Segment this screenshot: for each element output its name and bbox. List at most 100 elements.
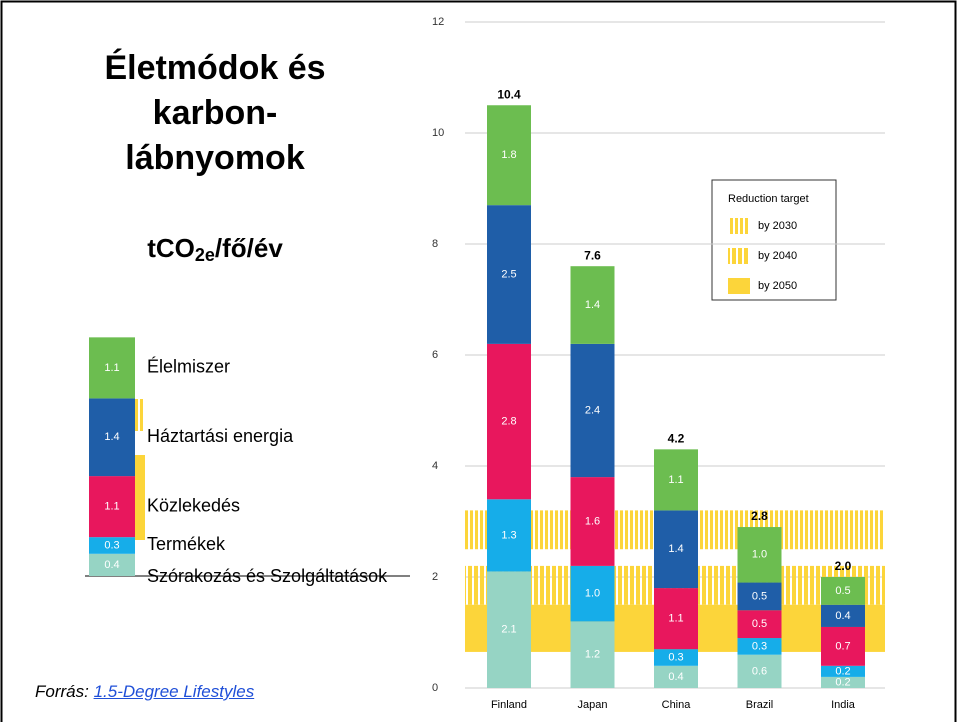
category-name: Élelmiszer [147,357,230,377]
category-name: Közlekedés [147,495,240,515]
bar-segment [821,604,865,627]
category-name: Szórakozás és Szolgáltatások [147,566,388,586]
example-segment [89,537,135,554]
deco-band [135,399,143,431]
bar-segment [570,477,615,566]
bar-segment [487,343,531,500]
bar-segment [570,266,615,344]
segment-label: 1.1 [668,474,683,486]
segment-label: 0.4 [835,610,850,622]
y-tick-label: 2 [432,571,438,583]
segment-label: 2.8 [501,416,516,428]
category-name: Háztartási energia [147,426,294,446]
example-segment [89,553,135,576]
bar-segment [821,626,865,666]
bar-segment [737,610,782,639]
y-tick-label: 0 [432,682,438,694]
total-label: 2.8 [751,509,768,523]
unit-rest: /fő/év [215,233,283,263]
unit: tCO2e/fő/év [147,233,283,265]
x-tick-label: Brazil [746,699,774,711]
x-tick-label: India [831,699,856,711]
legend-label: by 2030 [758,220,797,232]
segment-label: 0.2 [835,676,850,688]
segment-label: 0.5 [752,618,767,630]
segment-label: 1.1 [668,613,683,625]
bar-segment [487,105,531,206]
segment-label: 1.0 [585,588,600,600]
bar-segment [654,588,698,650]
bar-segment [487,205,531,344]
legend-label: by 2040 [758,250,797,262]
deco-band [135,455,145,540]
unit-main: tCO [147,233,195,263]
bar-segment [487,499,531,572]
bar-segment [737,638,782,655]
title-line: Életmódok és [104,49,325,87]
segment-label: 2.5 [501,268,516,280]
legend-swatch [728,248,750,264]
y-tick-label: 8 [432,238,438,250]
example-label: 1.1 [104,501,119,513]
title-line: lábnyomok [125,139,305,177]
bar-segment [654,449,698,511]
segment-label: 0.7 [835,640,850,652]
segment-label: 0.6 [752,665,767,677]
bar-segment [654,649,698,666]
bar-segment [570,565,615,622]
total-label: 10.4 [497,87,521,101]
legend-box [711,179,837,301]
segment-label: 0.3 [752,640,767,652]
segment-label: 0.2 [835,665,850,677]
total-label: 4.2 [668,432,685,446]
segment-label: 1.3 [501,529,516,541]
bar-segment [737,654,782,688]
y-tick-label: 4 [432,460,438,472]
bar-segment [654,510,698,589]
bar-segment [737,527,782,583]
title-line: karbon- [153,94,278,132]
source: Forrás: 1.5-Degree Lifestyles [35,682,254,702]
unit-sub: 2e [195,245,215,265]
bar-segment [821,665,865,677]
example-segment [89,398,135,477]
legend-label: by 2050 [758,280,797,292]
source-link[interactable]: 1.5-Degree Lifestyles [93,682,255,701]
y-tick-label: 12 [432,16,444,28]
category-name: Termékek [147,534,226,554]
bar-segment [737,582,782,611]
y-tick-label: 6 [432,349,438,361]
segment-label: 2.4 [585,404,600,416]
example-segment [89,476,135,538]
segment-label: 1.4 [668,543,683,555]
segment-label: 2.1 [501,624,516,636]
x-tick-label: Japan [578,699,608,711]
y-tick-label: 10 [432,127,444,139]
segment-label: 1.0 [752,549,767,561]
bar-segment [487,571,531,688]
segment-label: 0.5 [752,590,767,602]
legend-swatch [728,278,750,294]
example-segment [89,337,135,399]
segment-label: 0.5 [835,585,850,597]
bar-segment [570,343,615,478]
segment-label: 1.8 [501,149,516,161]
bar-segment [654,665,698,688]
segment-label: 1.2 [585,649,600,661]
bar-segment [821,577,865,605]
example-label: 1.4 [104,431,119,443]
segment-label: 0.4 [668,671,683,683]
total-label: 7.6 [584,248,601,262]
example-label: 1.1 [104,362,119,374]
segment-label: 1.6 [585,515,600,527]
example-label: 0.4 [104,559,119,571]
bar-segment [821,676,865,688]
bar-segment [570,621,615,688]
total-label: 2.0 [835,559,852,573]
legend-swatch [728,218,750,234]
x-tick-label: Finland [491,699,527,711]
example-label: 0.3 [104,539,119,551]
